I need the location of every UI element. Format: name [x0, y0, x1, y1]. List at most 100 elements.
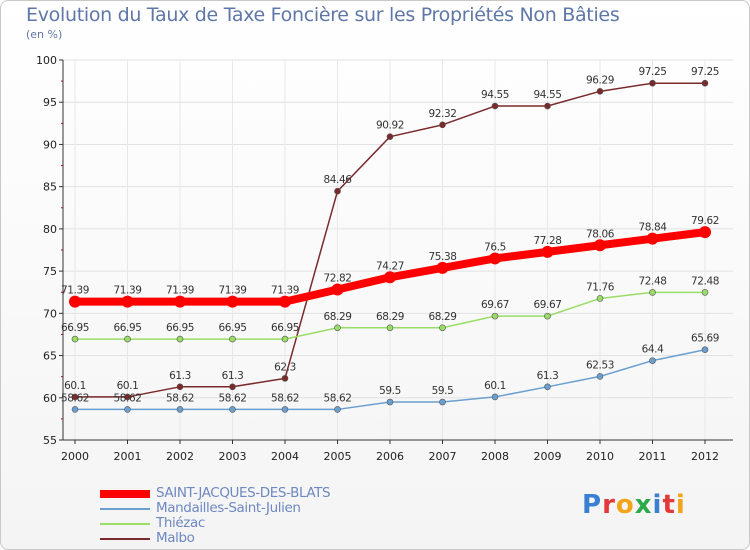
- data-label: 79.62: [691, 215, 719, 227]
- data-label: 69.67: [533, 299, 561, 311]
- data-label: 62.53: [586, 359, 614, 371]
- data-label: 66.95: [61, 322, 89, 334]
- data-point: [646, 232, 659, 245]
- data-point: [334, 406, 341, 413]
- legend-item: SAINT-JACQUES-DES-BLATS: [100, 485, 440, 501]
- y-tick-label: 100: [36, 54, 57, 67]
- legend-swatch: [100, 490, 150, 498]
- data-point: [386, 133, 394, 140]
- y-tick-label: 70: [43, 307, 57, 320]
- data-point: [229, 406, 236, 413]
- y-tick-label: 95: [43, 96, 57, 109]
- y-tick-label: 65: [43, 350, 57, 363]
- data-point: [334, 324, 341, 332]
- data-label: 66.95: [166, 322, 194, 334]
- data-label: 68.29: [323, 311, 351, 323]
- data-point: [71, 335, 79, 343]
- data-label: 97.25: [638, 66, 666, 78]
- data-label: 66.95: [218, 322, 246, 334]
- data-label: 58.62: [113, 392, 141, 404]
- data-point: [226, 295, 239, 308]
- data-label: 60.1: [64, 380, 86, 392]
- legend-label: Malbo: [156, 530, 195, 546]
- data-label: 92.32: [428, 108, 456, 120]
- legend-swatch: [100, 508, 150, 510]
- legend-label: Thiézac: [156, 515, 205, 531]
- data-point: [436, 261, 449, 274]
- x-tick-label: 2005: [324, 450, 352, 463]
- data-label: 76.5: [484, 241, 506, 253]
- data-label: 94.55: [533, 89, 561, 101]
- x-tick-label: 2006: [376, 450, 404, 463]
- data-label: 71.39: [113, 285, 141, 297]
- logo-letter: i: [675, 490, 686, 520]
- legend-item: Mandailles-Saint-Julien: [100, 500, 440, 516]
- y-tick-label: 80: [43, 223, 57, 236]
- x-tick-label: 2012: [691, 450, 719, 463]
- data-label: 58.62: [166, 392, 194, 404]
- data-point: [281, 335, 289, 343]
- x-tick-label: 2010: [586, 450, 614, 463]
- y-tick-label: 60: [43, 392, 57, 405]
- data-label: 61.3: [537, 370, 559, 382]
- data-point: [699, 226, 711, 239]
- data-point: [69, 295, 81, 308]
- data-point: [71, 406, 79, 413]
- data-point: [176, 335, 184, 343]
- data-point: [331, 283, 344, 296]
- data-label: 90.92: [376, 120, 404, 132]
- x-tick-label: 2001: [114, 450, 142, 463]
- proxiti-logo: Proxiti: [582, 490, 686, 520]
- data-point: [596, 88, 604, 95]
- x-tick-label: 2004: [271, 450, 299, 463]
- data-point: [541, 245, 554, 258]
- data-label: 65.69: [691, 333, 719, 345]
- data-point: [386, 324, 394, 332]
- legend-label: SAINT-JACQUES-DES-BLATS: [156, 485, 331, 501]
- data-point: [176, 383, 184, 391]
- data-label: 59.5: [379, 385, 401, 397]
- data-label: 66.95: [113, 322, 141, 334]
- data-point: [544, 102, 551, 110]
- data-point: [176, 406, 184, 413]
- chart-unit-label: (en %): [26, 28, 63, 41]
- logo-letter: t: [662, 490, 676, 520]
- data-point: [701, 346, 709, 354]
- data-point: [701, 289, 709, 296]
- data-label: 59.5: [432, 385, 454, 397]
- logo-letter: i: [652, 490, 663, 520]
- data-point: [439, 398, 446, 406]
- data-label: 68.29: [428, 311, 456, 323]
- data-label: 71.39: [61, 285, 89, 297]
- data-point: [596, 295, 604, 302]
- logo-letter: P: [582, 490, 603, 520]
- logo-letter: r: [602, 490, 616, 520]
- data-point: [649, 357, 656, 364]
- data-label: 58.62: [218, 392, 246, 404]
- x-tick-label: 2007: [429, 450, 457, 463]
- logo-letter: o: [615, 490, 635, 520]
- x-tick-label: 2003: [219, 450, 247, 463]
- y-tick-label: 90: [43, 138, 57, 151]
- data-label: 74.27: [376, 260, 404, 272]
- x-tick-label: 2009: [534, 450, 562, 463]
- data-point: [544, 383, 551, 391]
- data-label: 69.67: [481, 299, 509, 311]
- data-label: 72.82: [323, 273, 351, 285]
- data-point: [439, 324, 446, 332]
- legend-label: Mandailles-Saint-Julien: [156, 500, 301, 516]
- data-point: [121, 295, 134, 308]
- data-point: [124, 393, 131, 401]
- data-label: 78.84: [638, 222, 667, 234]
- y-tick-label: 85: [43, 181, 57, 194]
- data-point: [124, 335, 131, 343]
- data-label: 72.48: [691, 275, 719, 287]
- data-label: 58.62: [323, 392, 351, 404]
- data-point: [386, 398, 394, 406]
- legend-swatch: [100, 538, 150, 540]
- data-point: [229, 335, 236, 343]
- legend: SAINT-JACQUES-DES-BLATS Mandailles-Saint-…: [100, 485, 440, 548]
- data-point: [229, 383, 236, 391]
- data-label: 66.95: [271, 322, 299, 334]
